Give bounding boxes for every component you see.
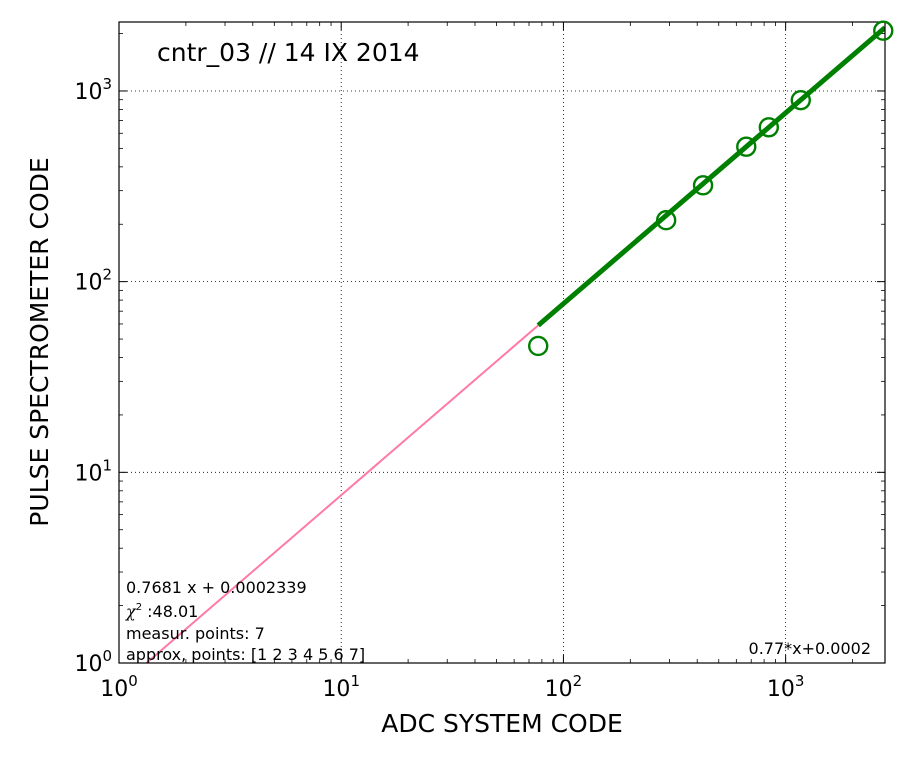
chi-superscript: 2 xyxy=(136,602,142,613)
x-tick-base: 10 xyxy=(545,677,573,702)
y-tick-label: 103 xyxy=(74,75,112,105)
fit-equation-label: 0.7681 x + 0.0002339 xyxy=(126,578,307,597)
y-tick-base: 10 xyxy=(74,80,102,105)
x-tick-base: 10 xyxy=(767,677,795,702)
y-tick-base: 10 xyxy=(74,461,102,486)
chart-title: cntr_03 // 14 IX 2014 xyxy=(157,38,420,67)
chi-symbol: χ xyxy=(125,602,137,621)
data-point xyxy=(736,136,757,157)
x-tick-label: 101 xyxy=(322,672,360,702)
y-tick-label: 101 xyxy=(74,456,112,486)
x-tick-base: 10 xyxy=(322,677,350,702)
chi-square-label: χ2 :48.01 xyxy=(125,602,198,621)
x-tick-exponent: 2 xyxy=(573,672,583,690)
data-point xyxy=(528,335,549,357)
plot-frame xyxy=(118,21,886,664)
x-tick-label: 102 xyxy=(545,672,583,702)
measur-points-label: measur. points: 7 xyxy=(126,624,265,643)
data-point xyxy=(873,20,894,41)
y-tick-exponent: 3 xyxy=(102,75,112,93)
data-point xyxy=(692,175,714,196)
y-axis-label: PULSE SPECTROMETER CODE xyxy=(25,157,54,526)
x-tick-exponent: 3 xyxy=(795,672,805,690)
chi-value: :48.01 xyxy=(142,602,198,621)
y-tick-exponent: 2 xyxy=(102,266,112,284)
y-tick-base: 10 xyxy=(74,652,102,677)
data-point xyxy=(758,117,780,138)
y-tick-base: 10 xyxy=(74,271,102,296)
x-tick-exponent: 0 xyxy=(128,672,138,690)
series-group xyxy=(145,25,885,663)
x-axis-label: ADC SYSTEM CODE xyxy=(381,709,623,738)
x-tick-label: 103 xyxy=(767,672,805,702)
y-tick-exponent: 1 xyxy=(102,456,112,474)
fit-short-label: 0.77*x+0.0002 xyxy=(749,639,871,658)
y-tick-exponent: 0 xyxy=(102,647,112,665)
fit-line-2 xyxy=(536,25,885,328)
data-point xyxy=(790,89,811,111)
x-tick-base: 10 xyxy=(100,677,128,702)
y-tick-label: 100 xyxy=(74,647,112,677)
y-tick-label: 102 xyxy=(74,266,112,296)
x-tick-label: 100 xyxy=(100,672,138,702)
grid xyxy=(119,22,885,663)
fit-line-1 xyxy=(145,324,539,663)
minor-ticks xyxy=(119,22,885,663)
x-tick-exponent: 1 xyxy=(350,672,360,690)
approx-points-label: approx, points: [1 2 3 4 5 6 7] xyxy=(126,645,365,664)
data-point xyxy=(655,210,677,231)
